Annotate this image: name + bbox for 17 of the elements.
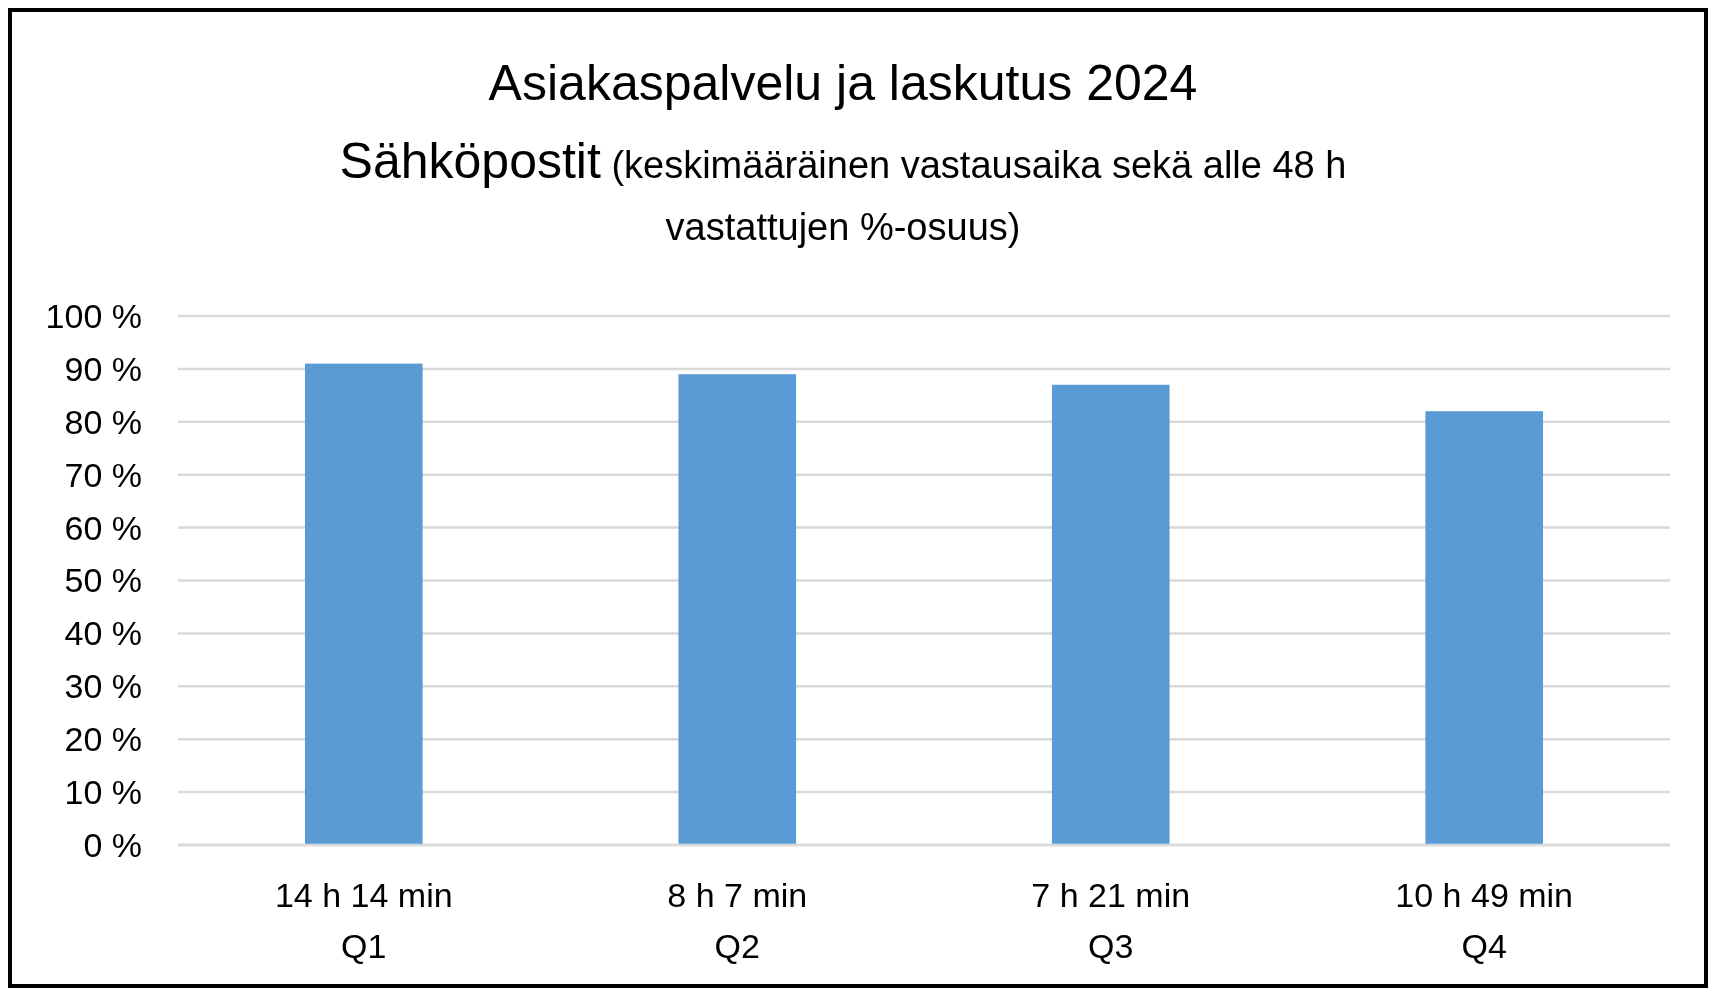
y-tick-label: 0 % [83,825,142,864]
y-tick-label: 60 % [64,508,142,547]
x-tick-label: 7 h 21 min Q3 [1031,876,1191,965]
y-tick-label: 90 % [64,349,142,388]
y-tick-label: 20 % [64,720,142,759]
y-tick-label: 10 % [64,773,142,811]
chart-subtitle: Sähköpostit (keskimääräinen vastausaika sekä alle 48 h vastattujen %-osuus) [339,133,1347,248]
y-tick-label: 70 % [64,455,142,494]
y-tick-label: 50 % [64,561,142,600]
x-tick-label: 14 h 14 min Q1 [274,876,453,965]
chart-title: Asiakaspalvelu ja laskutus 2024 [488,55,1198,111]
y-tick-label: 80 % [64,402,142,441]
y-tick-label: 30 % [64,667,142,706]
x-tick-label: 10 h 49 min Q4 [1395,876,1574,965]
y-tick-label: 40 % [64,614,142,653]
y-tick-label: 100 % [45,296,142,335]
x-tick-label: 8 h 7 min Q2 [667,876,808,965]
